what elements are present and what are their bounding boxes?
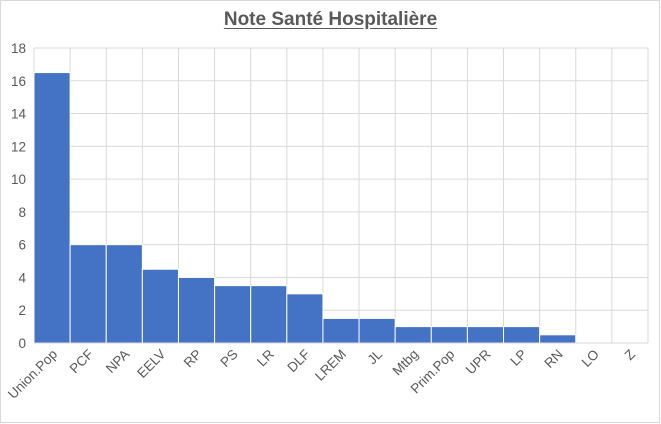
y-tick-label: 4 <box>18 270 26 285</box>
bar-dlf <box>286 293 324 344</box>
x-tick-label: PCF <box>67 347 97 377</box>
bar-prim-pop <box>430 326 468 344</box>
bar-rp <box>177 276 216 344</box>
x-tick-label: DLF <box>284 347 313 376</box>
bar-lp <box>503 326 541 344</box>
x-tick-label: LR <box>254 346 277 369</box>
y-tick-label: 10 <box>11 172 26 187</box>
bar-upr <box>466 326 505 344</box>
x-tick-label: NPA <box>103 347 133 377</box>
y-tick-label: 18 <box>11 41 26 56</box>
x-tick-label: Z <box>622 347 638 363</box>
y-tick-label: 2 <box>18 303 26 318</box>
bar-union-pop <box>33 72 71 344</box>
y-tick-label: 8 <box>18 205 26 220</box>
x-tick-label: Union.Pop <box>5 347 60 402</box>
bar-eelv <box>141 268 179 344</box>
bars <box>33 72 577 344</box>
x-tick-label: JL <box>365 346 386 367</box>
bar-pcf <box>69 244 107 344</box>
x-tick-label: LP <box>507 347 529 369</box>
bar-npa <box>105 244 143 344</box>
x-tick-label: EELV <box>134 347 168 381</box>
y-axis: 0 2 4 6 8 10 12 14 16 18 <box>11 41 27 351</box>
bar-rn <box>539 334 577 344</box>
x-tick-label: UPR <box>463 346 494 377</box>
x-tick-label: LREM <box>312 347 349 384</box>
x-tick-label: RP <box>181 347 205 371</box>
bar-lr <box>250 285 288 344</box>
chart-title: Note Santé Hospitalière <box>223 9 438 30</box>
x-tick-label: PS <box>217 347 240 370</box>
x-tick-label: LO <box>579 347 602 370</box>
y-tick-label: 6 <box>18 238 26 253</box>
x-tick-label: RN <box>541 347 565 371</box>
bar-lrem <box>322 317 360 344</box>
bar-jl <box>358 317 396 344</box>
bar-ps <box>214 285 252 344</box>
y-tick-label: 0 <box>18 336 26 351</box>
bar-mtbg <box>394 326 432 344</box>
y-tick-label: 16 <box>11 74 26 89</box>
x-tick-label: Mtbg <box>390 347 422 379</box>
y-tick-label: 12 <box>11 139 26 154</box>
y-tick-label: 14 <box>11 107 27 122</box>
